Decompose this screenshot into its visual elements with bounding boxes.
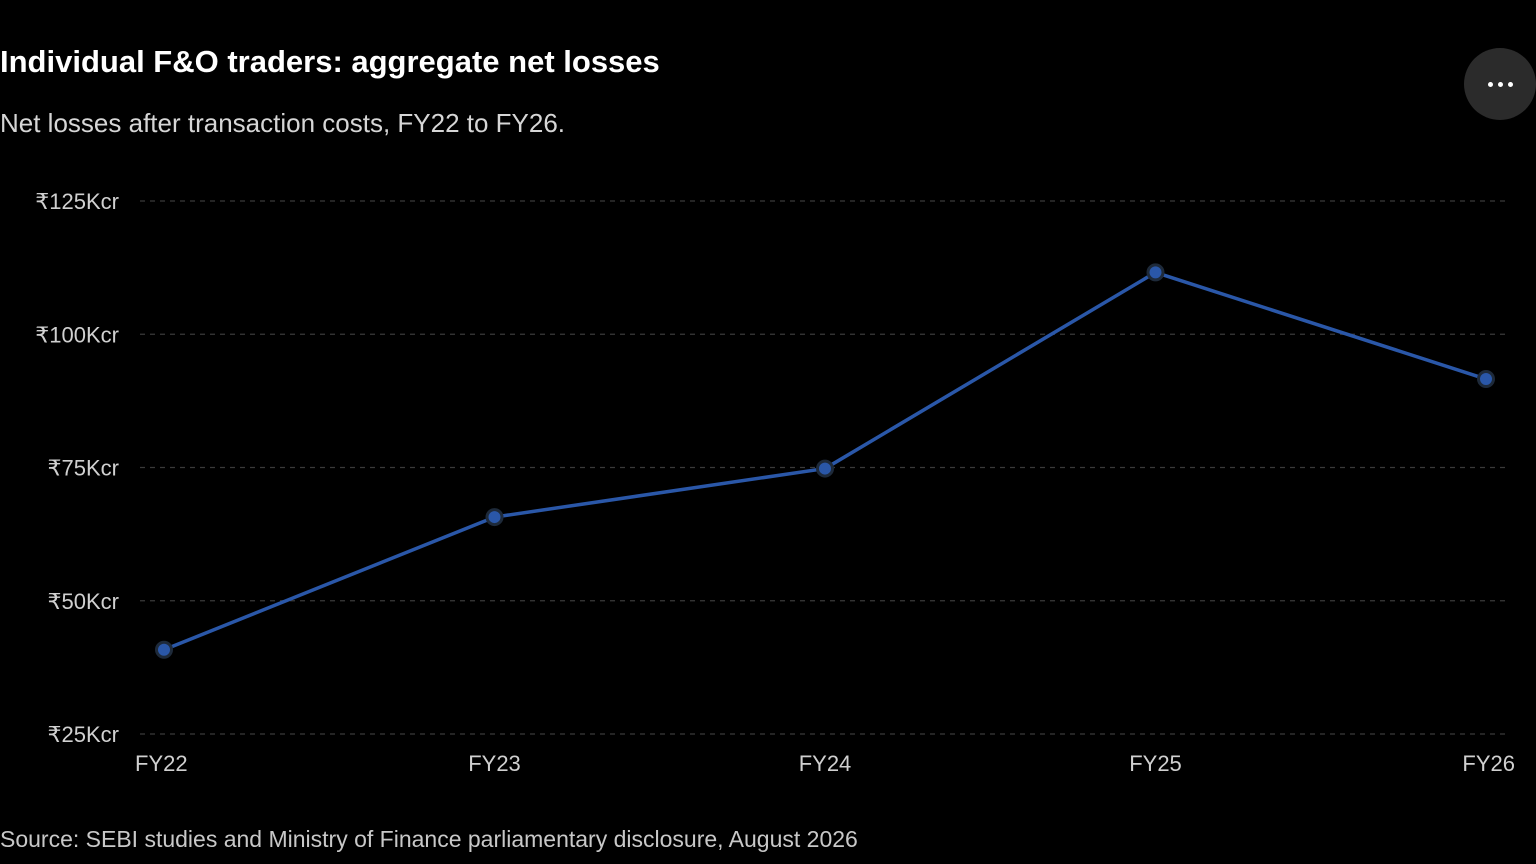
data-point-FY23[interactable] (485, 508, 504, 527)
data-point-FY22[interactable] (155, 640, 173, 659)
x-tick-label: FY22 (135, 751, 188, 776)
y-tick-label: ₹25Kcr (48, 722, 119, 747)
x-tick-label: FY24 (799, 751, 852, 776)
y-tick-label: ₹75Kcr (48, 456, 119, 481)
x-tick-label: FY26 (1462, 751, 1515, 776)
y-axis-tick-labels: ₹25Kcr ₹50Kcr ₹75Kcr ₹100Kcr ₹125Kcr (35, 189, 119, 747)
y-tick-label: ₹100Kcr (35, 322, 119, 347)
x-axis-tick-labels: FY22 FY23 FY24 FY25 FY26 (135, 751, 1515, 776)
more-options-button[interactable] (1464, 48, 1536, 120)
data-point-FY24[interactable] (816, 459, 834, 478)
more-horizontal-icon-dot (1507, 81, 1513, 87)
data-point-markers (155, 263, 1495, 659)
x-tick-label: FY23 (468, 751, 521, 776)
y-tick-label: ₹125Kcr (35, 189, 119, 214)
chart-title: Individual F&O traders: aggregate net lo… (0, 44, 660, 79)
chart-subtitle: Net losses after transaction costs, FY22… (0, 108, 566, 138)
source-note: Source: SEBI studies and Ministry of Fin… (0, 826, 858, 852)
y-tick-label: ₹50Kcr (48, 589, 119, 614)
data-point-FY26[interactable] (1477, 370, 1495, 389)
data-point-FY25[interactable] (1146, 263, 1165, 282)
x-tick-label: FY25 (1129, 751, 1182, 776)
more-horizontal-icon-dot (1497, 81, 1503, 87)
more-horizontal-icon (1487, 81, 1493, 87)
grid-lines (140, 200, 1510, 735)
